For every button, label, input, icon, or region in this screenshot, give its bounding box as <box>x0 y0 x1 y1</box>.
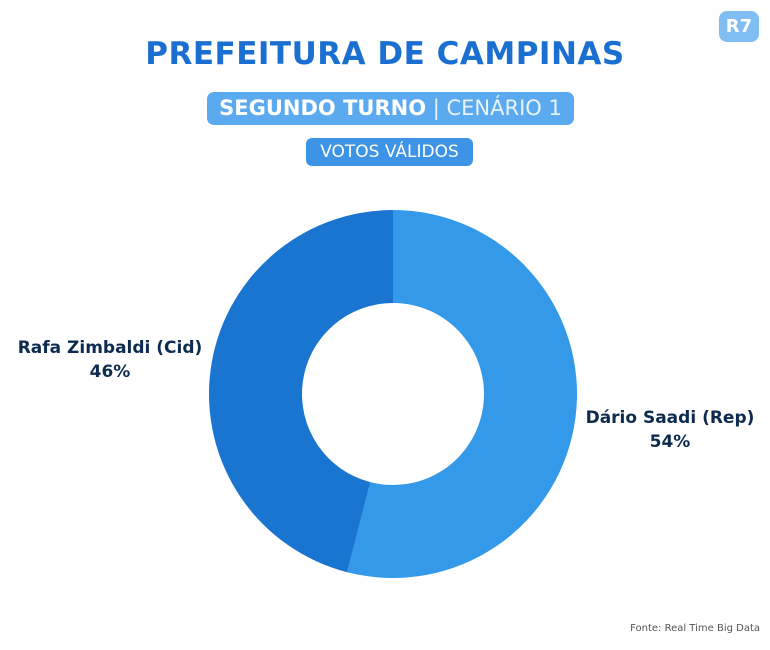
subtitle-bold: SEGUNDO TURNO <box>219 96 427 120</box>
label-rafa-value: 46% <box>89 362 131 382</box>
subtitle-light: CENÁRIO 1 <box>446 96 562 120</box>
label-rafa: Rafa Zimbaldi (Cid) 46% <box>10 336 210 384</box>
label-dario: Dário Saadi (Rep) 54% <box>585 406 755 454</box>
label-dario-name: Dário Saadi (Rep) <box>585 408 755 428</box>
donut-slice-dario <box>347 210 577 578</box>
subtitle-separator: | <box>426 96 447 120</box>
donut-slice-rafa <box>208 210 393 573</box>
label-dario-value: 54% <box>649 432 691 452</box>
subtitle-pill: SEGUNDO TURNO | CENÁRIO 1 <box>207 92 574 125</box>
r7-logo: R7 <box>719 11 759 42</box>
label-rafa-name: Rafa Zimbaldi (Cid) <box>17 338 203 358</box>
votos-validos-badge: VOTOS VÁLIDOS <box>306 138 473 166</box>
chart-title: PREFEITURA DE CAMPINAS <box>145 36 625 72</box>
source-note: Fonte: Real Time Big Data <box>630 623 760 634</box>
